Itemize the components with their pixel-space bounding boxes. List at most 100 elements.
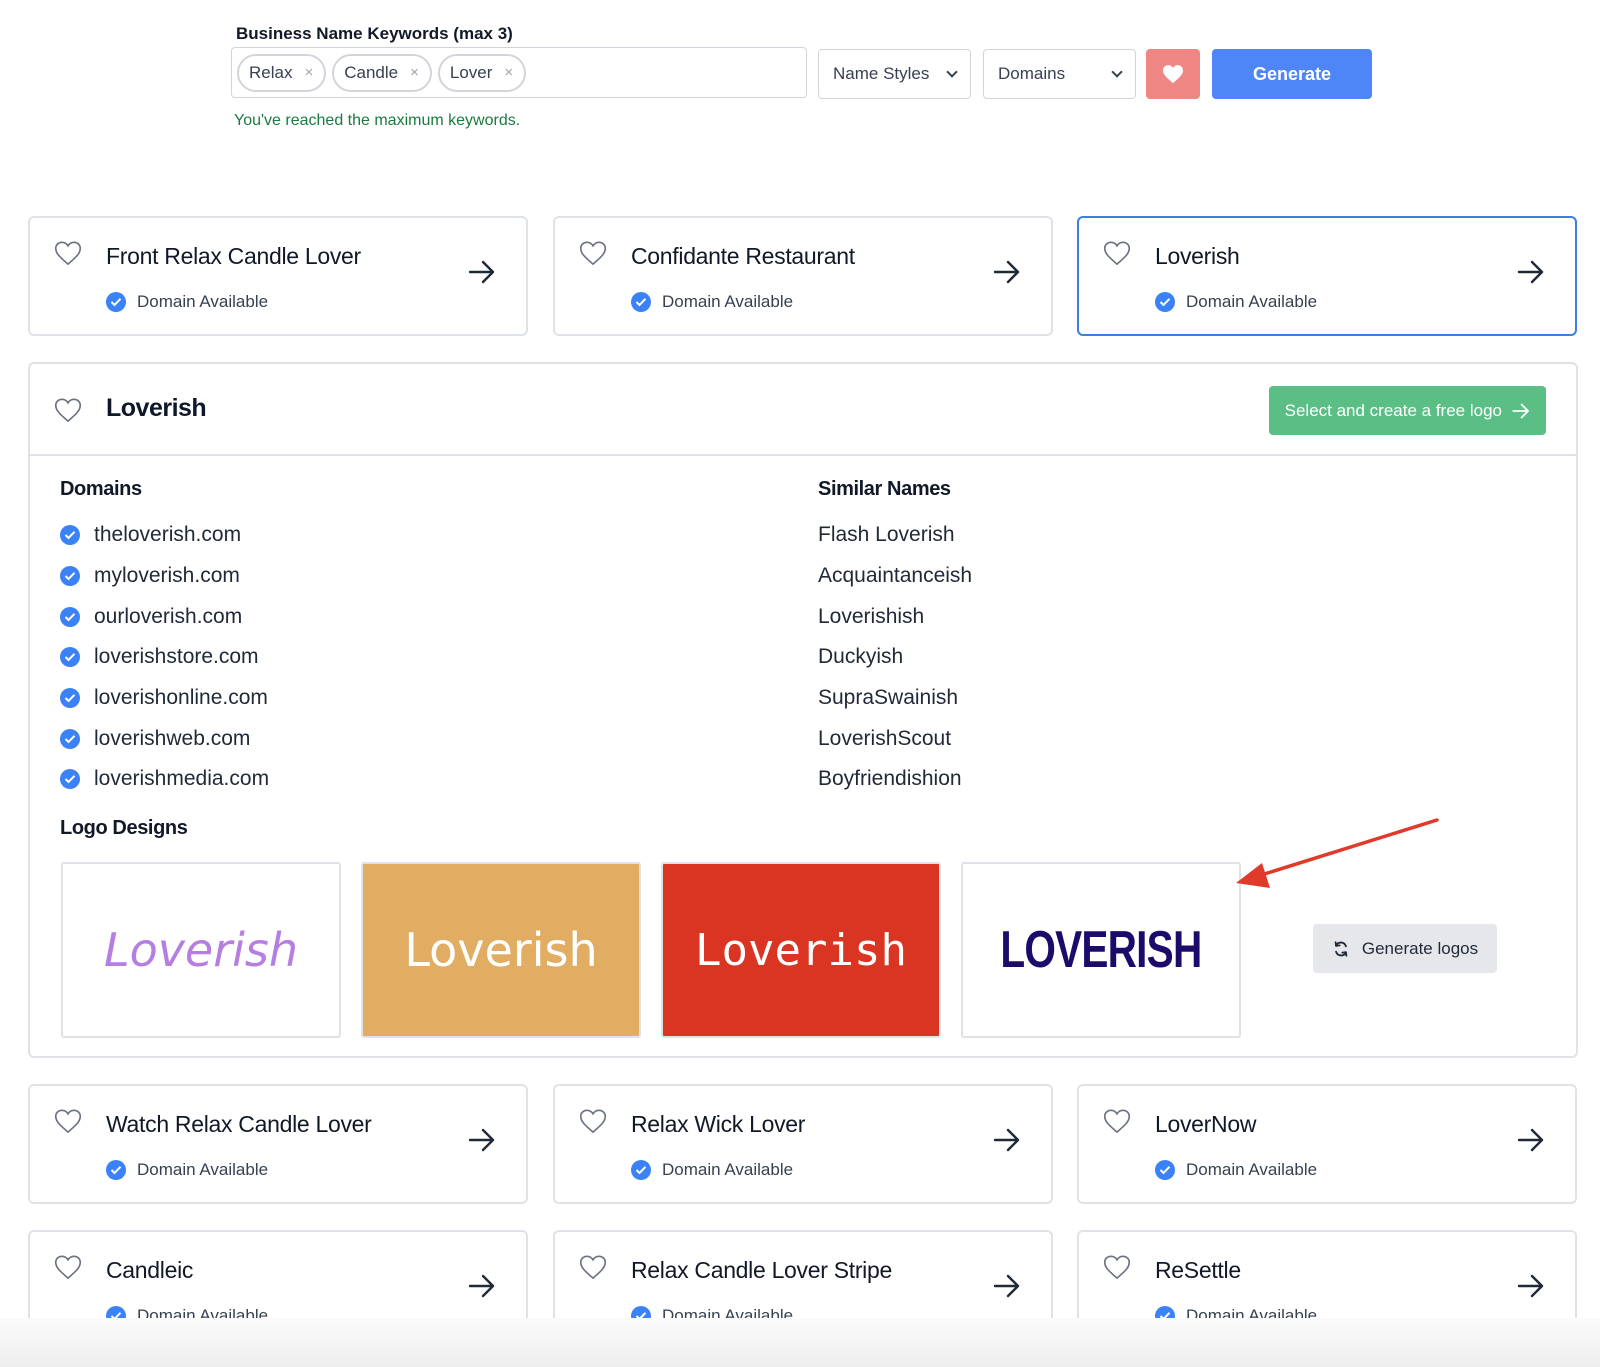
- domain-status: Domain Available: [631, 1160, 793, 1180]
- heart-filled-icon: [1163, 65, 1183, 84]
- detail-title: Loverish: [106, 394, 207, 422]
- heart-outline-icon[interactable]: [54, 1254, 82, 1280]
- logo-text: LOVERISH: [1000, 921, 1202, 979]
- keywords-input[interactable]: Relax × Candle × Lover ×: [231, 47, 807, 98]
- logo-design-tile[interactable]: LOVERISH: [961, 862, 1241, 1038]
- domain-item[interactable]: loverishmedia.com: [60, 759, 269, 800]
- create-logo-label: Select and create a free logo: [1284, 400, 1502, 420]
- arrow-right-icon[interactable]: [468, 1128, 496, 1152]
- check-circle-icon: [60, 728, 80, 749]
- business-name: Front Relax Candle Lover: [106, 243, 361, 269]
- arrow-right-icon[interactable]: [1517, 1128, 1545, 1152]
- check-circle-icon: [106, 1160, 126, 1180]
- business-name: Watch Relax Candle Lover: [106, 1111, 372, 1137]
- heart-outline-icon[interactable]: [1103, 1254, 1131, 1280]
- name-styles-dropdown[interactable]: Name Styles: [818, 49, 971, 99]
- keyword-chip-label: Candle: [344, 62, 399, 82]
- heart-outline-icon[interactable]: [579, 1254, 607, 1280]
- remove-keyword-icon[interactable]: ×: [410, 64, 419, 81]
- business-name: Relax Candle Lover Stripe: [631, 1257, 892, 1283]
- domain-status: Domain Available: [106, 292, 268, 312]
- logo-design-tile[interactable]: Loverish: [661, 862, 941, 1038]
- similar-name[interactable]: Boyfriendishion: [818, 767, 962, 791]
- heart-outline-icon[interactable]: [1103, 240, 1131, 266]
- check-circle-icon: [60, 566, 80, 587]
- heart-outline-icon[interactable]: [1103, 1108, 1131, 1134]
- check-circle-icon: [60, 647, 80, 668]
- chevron-down-icon: [1111, 66, 1123, 78]
- arrow-right-icon[interactable]: [468, 260, 496, 284]
- heart-outline-icon[interactable]: [54, 397, 82, 423]
- domain-list: theloverish.com myloverish.com ourloveri…: [60, 515, 269, 800]
- logo-design-tile[interactable]: Loverish: [61, 862, 341, 1038]
- domain-status-label: Domain Available: [137, 1160, 269, 1179]
- check-circle-icon: [631, 1160, 651, 1180]
- remove-keyword-icon[interactable]: ×: [304, 64, 314, 81]
- domain-status-label: Domain Available: [1186, 292, 1318, 311]
- name-card[interactable]: Watch Relax Candle Lover Domain Availabl…: [28, 1084, 528, 1204]
- domain-status: Domain Available: [631, 292, 793, 312]
- domain-name: ourloverish.com: [94, 604, 243, 628]
- favorites-button[interactable]: [1146, 49, 1200, 99]
- similar-name[interactable]: Loverishish: [818, 604, 925, 628]
- domain-status: Domain Available: [1155, 292, 1317, 312]
- refresh-icon: [1334, 940, 1348, 957]
- similar-names-list: Flash Loverish Acquaintanceish Loverishi…: [818, 515, 972, 800]
- check-circle-icon: [60, 606, 80, 627]
- domain-item[interactable]: ourloverish.com: [60, 596, 269, 637]
- similar-name[interactable]: Acquaintanceish: [818, 564, 973, 588]
- domain-item[interactable]: myloverish.com: [60, 556, 269, 597]
- arrow-right-icon[interactable]: [1517, 260, 1545, 284]
- name-card[interactable]: Relax Wick Lover Domain Available: [553, 1084, 1053, 1204]
- domain-item[interactable]: loverishonline.com: [60, 678, 269, 719]
- name-card[interactable]: LoverNow Domain Available: [1077, 1084, 1577, 1204]
- max-keywords-message: You've reached the maximum keywords.: [234, 112, 521, 129]
- generate-logos-button[interactable]: Generate logos: [1313, 924, 1497, 973]
- create-logo-button[interactable]: Select and create a free logo: [1268, 386, 1546, 435]
- domain-item[interactable]: theloverish.com: [60, 515, 269, 556]
- detail-header: Loverish Select and create a free logo: [30, 364, 1576, 456]
- name-detail-panel: Loverish Select and create a free logo D…: [28, 362, 1578, 1058]
- keyword-chip-label: Lover: [449, 62, 493, 82]
- arrow-right-icon[interactable]: [468, 1274, 496, 1298]
- name-card[interactable]: Confidante Restaurant Domain Available: [553, 216, 1053, 336]
- domain-status: Domain Available: [1155, 1160, 1317, 1180]
- keyword-chip-lover: Lover ×: [437, 53, 527, 92]
- remove-keyword-icon[interactable]: ×: [504, 64, 514, 81]
- generate-button[interactable]: Generate: [1212, 49, 1372, 99]
- business-name: Relax Wick Lover: [631, 1111, 806, 1137]
- domain-name: loverishweb.com: [94, 726, 251, 750]
- similar-name[interactable]: Flash Loverish: [818, 523, 955, 547]
- check-circle-icon: [1155, 1160, 1175, 1180]
- domain-status-label: Domain Available: [662, 1160, 794, 1179]
- similar-name[interactable]: SupraSwainish: [818, 686, 959, 710]
- logo-design-tile[interactable]: Loverish: [361, 862, 641, 1038]
- business-name: Loverish: [1155, 243, 1240, 269]
- domain-status-label: Domain Available: [662, 292, 794, 311]
- domain-name: myloverish.com: [94, 564, 240, 588]
- heart-outline-icon[interactable]: [579, 240, 607, 266]
- domain-item[interactable]: loverishstore.com: [60, 637, 269, 678]
- logo-text: Loverish: [404, 923, 598, 977]
- domain-name: loverishmedia.com: [94, 767, 270, 791]
- heart-outline-icon[interactable]: [54, 240, 82, 266]
- arrow-right-icon[interactable]: [993, 1128, 1021, 1152]
- domains-label: Domains: [998, 64, 1066, 83]
- domain-status: Domain Available: [106, 1160, 268, 1180]
- logo-text: Loverish: [695, 924, 907, 976]
- domain-item[interactable]: loverishweb.com: [60, 718, 269, 759]
- generate-logos-label: Generate logos: [1361, 938, 1479, 958]
- domains-dropdown[interactable]: Domains: [983, 49, 1136, 99]
- domain-status-label: Domain Available: [1186, 1160, 1318, 1179]
- arrow-right-icon[interactable]: [993, 260, 1021, 284]
- name-card[interactable]: Front Relax Candle Lover Domain Availabl…: [28, 216, 528, 336]
- arrow-right-icon[interactable]: [1517, 1274, 1545, 1298]
- heart-outline-icon[interactable]: [54, 1108, 82, 1134]
- domains-heading: Domains: [60, 478, 142, 500]
- arrow-right-icon[interactable]: [993, 1274, 1021, 1298]
- heart-outline-icon[interactable]: [579, 1108, 607, 1134]
- name-card-selected[interactable]: Loverish Domain Available: [1077, 216, 1577, 336]
- similar-name[interactable]: Duckyish: [818, 645, 904, 669]
- similar-name[interactable]: LoverishScout: [818, 726, 952, 750]
- page-bottom-fade: [0, 1318, 1600, 1367]
